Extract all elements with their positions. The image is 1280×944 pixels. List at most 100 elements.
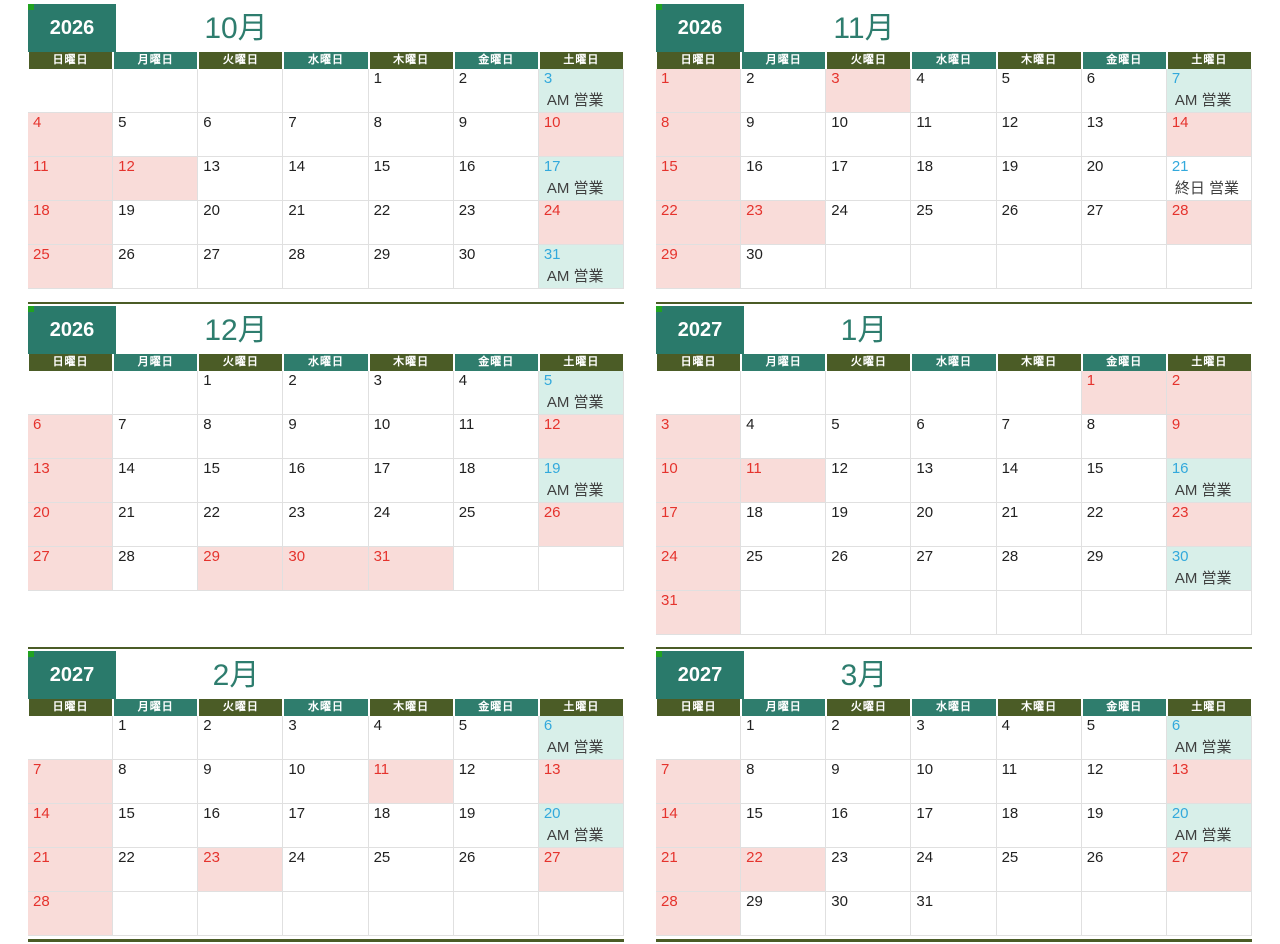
day-cell[interactable]: 17 <box>656 503 742 547</box>
day-cell[interactable]: 3 <box>656 415 742 459</box>
day-cell[interactable]: 28 <box>996 547 1082 591</box>
day-cell[interactable]: 11 <box>741 459 827 503</box>
empty-cell[interactable] <box>996 371 1082 415</box>
day-cell[interactable]: 30 <box>283 547 369 591</box>
day-cell[interactable]: 24 <box>538 201 624 245</box>
day-cell[interactable]: 13 <box>1166 760 1252 804</box>
day-cell[interactable]: 17 <box>283 804 369 848</box>
empty-cell[interactable] <box>656 371 742 415</box>
empty-cell[interactable] <box>996 591 1082 635</box>
day-cell[interactable]: 7 AM 営業 <box>1166 69 1252 113</box>
day-cell[interactable]: 11 <box>911 113 997 157</box>
day-cell[interactable]: 13 <box>198 157 284 201</box>
day-cell[interactable]: 19 AM 営業 <box>538 459 624 503</box>
day-cell[interactable]: 9 <box>741 113 827 157</box>
day-cell[interactable]: 6 AM 営業 <box>538 716 624 760</box>
day-cell[interactable]: 15 <box>741 804 827 848</box>
empty-cell[interactable] <box>826 245 912 289</box>
day-cell[interactable]: 25 <box>911 201 997 245</box>
day-cell[interactable]: 25 <box>368 848 454 892</box>
day-cell[interactable]: 24 <box>368 503 454 547</box>
day-cell[interactable]: 10 <box>368 415 454 459</box>
day-cell[interactable]: 25 <box>996 848 1082 892</box>
day-cell[interactable]: 1 <box>198 371 284 415</box>
day-cell[interactable]: 28 <box>1166 201 1252 245</box>
day-cell[interactable]: 2 <box>826 716 912 760</box>
day-cell[interactable]: 12 <box>1081 760 1167 804</box>
day-cell[interactable]: 2 <box>198 716 284 760</box>
day-cell[interactable]: 20 <box>911 503 997 547</box>
day-cell[interactable]: 30 <box>826 892 912 936</box>
day-cell[interactable]: 30 <box>741 245 827 289</box>
day-cell[interactable]: 9 <box>826 760 912 804</box>
day-cell[interactable]: 7 <box>113 415 199 459</box>
day-cell[interactable]: 29 <box>198 547 284 591</box>
day-cell[interactable]: 6 <box>1081 69 1167 113</box>
day-cell[interactable]: 20 AM 営業 <box>538 804 624 848</box>
empty-cell[interactable] <box>113 371 199 415</box>
day-cell[interactable]: 14 <box>113 459 199 503</box>
day-cell[interactable]: 16 <box>198 804 284 848</box>
day-cell[interactable]: 5 <box>1081 716 1167 760</box>
day-cell[interactable]: 27 <box>911 547 997 591</box>
day-cell[interactable]: 17 <box>911 804 997 848</box>
day-cell[interactable]: 13 <box>538 760 624 804</box>
day-cell[interactable]: 26 <box>996 201 1082 245</box>
day-cell[interactable]: 30 AM 営業 <box>1166 547 1252 591</box>
day-cell[interactable]: 13 <box>1081 113 1167 157</box>
day-cell[interactable]: 17 AM 営業 <box>538 157 624 201</box>
empty-cell[interactable] <box>826 371 912 415</box>
day-cell[interactable]: 28 <box>656 892 742 936</box>
day-cell[interactable]: 14 <box>996 459 1082 503</box>
day-cell[interactable]: 31 AM 営業 <box>538 245 624 289</box>
day-cell[interactable]: 23 <box>198 848 284 892</box>
day-cell[interactable]: 22 <box>198 503 284 547</box>
day-cell[interactable]: 30 <box>453 245 539 289</box>
empty-cell[interactable] <box>911 591 997 635</box>
empty-cell[interactable] <box>283 892 369 936</box>
day-cell[interactable]: 7 <box>656 760 742 804</box>
day-cell[interactable]: 1 <box>368 69 454 113</box>
day-cell[interactable]: 5 <box>996 69 1082 113</box>
empty-cell[interactable] <box>911 245 997 289</box>
day-cell[interactable]: 24 <box>911 848 997 892</box>
day-cell[interactable]: 10 <box>911 760 997 804</box>
empty-cell[interactable] <box>826 591 912 635</box>
day-cell[interactable]: 3 <box>826 69 912 113</box>
empty-cell[interactable] <box>538 547 624 591</box>
day-cell[interactable]: 14 <box>28 804 114 848</box>
day-cell[interactable]: 22 <box>368 201 454 245</box>
day-cell[interactable]: 12 <box>996 113 1082 157</box>
day-cell[interactable]: 15 <box>1081 459 1167 503</box>
day-cell[interactable]: 11 <box>996 760 1082 804</box>
empty-cell[interactable] <box>1081 892 1167 936</box>
empty-cell[interactable] <box>368 892 454 936</box>
day-cell[interactable]: 6 <box>911 415 997 459</box>
day-cell[interactable]: 19 <box>996 157 1082 201</box>
empty-cell[interactable] <box>198 892 284 936</box>
day-cell[interactable]: 4 <box>28 113 114 157</box>
day-cell[interactable]: 27 <box>538 848 624 892</box>
empty-cell[interactable] <box>198 69 284 113</box>
day-cell[interactable]: 2 <box>741 69 827 113</box>
empty-cell[interactable] <box>538 892 624 936</box>
day-cell[interactable]: 14 <box>1166 113 1252 157</box>
day-cell[interactable]: 19 <box>113 201 199 245</box>
day-cell[interactable]: 1 <box>656 69 742 113</box>
day-cell[interactable]: 10 <box>538 113 624 157</box>
day-cell[interactable]: 21 <box>283 201 369 245</box>
day-cell[interactable]: 26 <box>538 503 624 547</box>
empty-cell[interactable] <box>996 892 1082 936</box>
day-cell[interactable]: 21 終日 営業 <box>1166 157 1252 201</box>
empty-cell[interactable] <box>1166 591 1252 635</box>
day-cell[interactable]: 16 <box>741 157 827 201</box>
day-cell[interactable]: 24 <box>826 201 912 245</box>
empty-cell[interactable] <box>741 591 827 635</box>
day-cell[interactable]: 9 <box>198 760 284 804</box>
day-cell[interactable]: 7 <box>28 760 114 804</box>
day-cell[interactable]: 26 <box>453 848 539 892</box>
day-cell[interactable]: 8 <box>113 760 199 804</box>
day-cell[interactable]: 9 <box>453 113 539 157</box>
day-cell[interactable]: 11 <box>28 157 114 201</box>
day-cell[interactable]: 18 <box>741 503 827 547</box>
